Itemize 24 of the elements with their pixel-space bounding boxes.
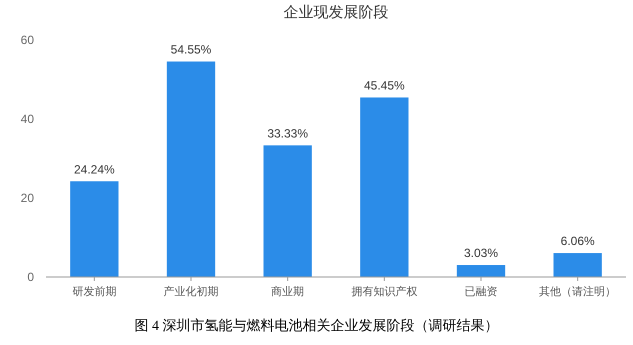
x-tick-label: 拥有知识产权 <box>351 285 418 298</box>
y-tick-label: 0 <box>27 270 34 284</box>
x-tick-label: 商业期 <box>271 285 304 298</box>
bar <box>360 97 408 277</box>
x-tick-label: 已融资 <box>464 286 498 298</box>
x-tick-label: 其他（请注明） <box>539 285 616 298</box>
y-tick-label: 40 <box>20 112 34 126</box>
data-label: 24.24% <box>74 162 116 176</box>
bar <box>456 265 506 277</box>
bar <box>264 145 312 277</box>
data-label: 6.06% <box>560 234 596 248</box>
bar <box>166 62 216 277</box>
data-label: 33.33% <box>267 126 308 140</box>
data-label: 54.55% <box>170 42 212 57</box>
bar <box>554 253 602 277</box>
chart-title: 企业现发展阶段 <box>284 4 388 21</box>
data-label: 45.45% <box>364 78 406 92</box>
y-tick-label: 20 <box>20 191 34 206</box>
y-tick-label: 60 <box>20 33 34 48</box>
x-tick-label: 产业化初期 <box>164 285 218 298</box>
x-tick-label: 研发前期 <box>72 286 116 298</box>
bar <box>70 181 118 277</box>
caption: 图 4 深圳市氢能与燃料电池相关企业发展阶段（调研结果） <box>134 318 498 334</box>
data-label: 3.03% <box>464 246 498 260</box>
